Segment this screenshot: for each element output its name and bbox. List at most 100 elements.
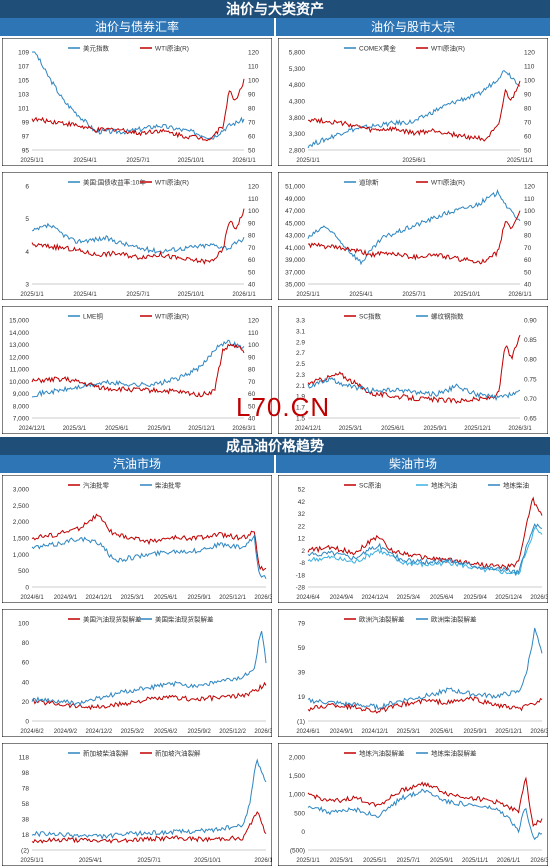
series-line bbox=[31, 339, 245, 398]
panel-title-equities-commodities: 油价与股市大宗 bbox=[276, 18, 550, 36]
y-tick-label: 10,000 bbox=[9, 379, 29, 386]
y-tick-label: 47,000 bbox=[285, 208, 305, 215]
chart-svg: 109 107 105 103 101 99 97 95 120 110 100 90 80 70 60 50… bbox=[2, 38, 272, 166]
legend-label: 欧洲汽油裂解差 bbox=[359, 615, 405, 624]
y-tick-label: 59 bbox=[298, 645, 306, 652]
x-tick-label: 2025/6/1 bbox=[154, 595, 178, 601]
y-tick-label: 18 bbox=[22, 832, 30, 839]
y-tick-label: 1.9 bbox=[296, 394, 305, 401]
y-tick-label: 3.1 bbox=[296, 328, 305, 335]
series-line bbox=[31, 222, 245, 254]
y2-tick-label: 70 bbox=[248, 120, 256, 127]
y2-tick-label: 70 bbox=[248, 379, 256, 386]
y-tick-label: 5,800 bbox=[289, 50, 306, 57]
y2-tick-label: 70 bbox=[524, 245, 532, 252]
y-tick-label: 4,300 bbox=[289, 99, 306, 106]
y-tick-label: 2,800 bbox=[289, 148, 306, 155]
y-tick-label: (2) bbox=[21, 848, 29, 855]
y2-tick-label: 40 bbox=[248, 282, 256, 289]
legend-label: WTI原油(R) bbox=[155, 312, 189, 321]
x-tick-label: 2025/9/1 bbox=[148, 426, 172, 432]
x-tick-label: 2025/9/1 bbox=[424, 426, 448, 432]
chart-svg: 52 42 32 22 12 2 -8 -18 -28 2024/6/4 2024/9/4 2024/… bbox=[278, 475, 548, 603]
y-tick-label: 7,000 bbox=[13, 416, 30, 423]
x-tick-label: 2025/1/1 bbox=[20, 292, 44, 298]
x-tick-label: 2024/9/1 bbox=[54, 595, 78, 601]
series-line bbox=[307, 334, 521, 404]
chart-copper-wti: 15,000 14,000 13,000 12,000 11,000 10,000 9,00… bbox=[2, 306, 272, 434]
x-tick-label: 2024/6/2 bbox=[20, 729, 44, 735]
series-line bbox=[31, 681, 267, 711]
x-tick-label: 2025/12/2 bbox=[219, 729, 246, 735]
y2-tick-label: 70 bbox=[524, 120, 532, 127]
y-tick-label: 105 bbox=[18, 78, 29, 85]
y-tick-label: 51,000 bbox=[285, 184, 305, 191]
y-tick-label: 60 bbox=[22, 660, 30, 667]
x-tick-label: 2025/12/4 bbox=[495, 595, 522, 601]
y2-tick-label: 0.65 bbox=[524, 416, 537, 423]
y-tick-label: 500 bbox=[18, 568, 29, 575]
x-tick-label: 2024/6/1 bbox=[20, 595, 44, 601]
series-line bbox=[31, 208, 245, 265]
x-tick-label: 2024/12/1 bbox=[362, 729, 389, 735]
legend-label: 新加坡汽油裂解 bbox=[155, 749, 201, 758]
x-tick-label: 2025/12/1 bbox=[464, 426, 491, 432]
y2-tick-label: 100 bbox=[248, 78, 259, 85]
y2-tick-label: 60 bbox=[524, 257, 532, 264]
y2-tick-label: 90 bbox=[248, 220, 256, 227]
chart-gold-wti: 5,800 5,300 4,800 4,300 3,800 3,300 2,800 120 11… bbox=[278, 38, 548, 166]
y2-tick-label: 100 bbox=[524, 78, 535, 85]
legend-label: SC指数 bbox=[359, 312, 382, 321]
y2-tick-label: 40 bbox=[248, 416, 256, 423]
y2-tick-label: 100 bbox=[524, 208, 535, 215]
y-tick-label: 19 bbox=[298, 694, 306, 701]
chart-sc-teapot: 52 42 32 22 12 2 -8 -18 -28 2024/6/4 2024/9/4 2024/… bbox=[278, 475, 548, 603]
x-tick-label: 2025/9/2 bbox=[187, 729, 211, 735]
legend-label: 道琼斯 bbox=[359, 178, 379, 187]
series-line bbox=[307, 70, 521, 149]
x-tick-label: 2025/1/1 bbox=[296, 292, 320, 298]
x-tick-label: 2026/3/1 bbox=[530, 858, 548, 864]
series-line bbox=[31, 811, 267, 844]
y-tick-label: 2,500 bbox=[13, 503, 30, 510]
y-tick-label: 2.5 bbox=[296, 361, 305, 368]
series-line bbox=[31, 78, 245, 142]
x-tick-label: 2025/9/1 bbox=[463, 729, 487, 735]
series-line bbox=[31, 343, 245, 398]
y-tick-label: 49,000 bbox=[285, 196, 305, 203]
x-tick-label: 2024/12/1 bbox=[19, 426, 46, 432]
x-tick-label: 2025/10/1 bbox=[194, 858, 221, 864]
y-tick-label: 3,000 bbox=[13, 487, 30, 494]
series-line bbox=[307, 695, 543, 714]
y-tick-label: 1,500 bbox=[289, 773, 306, 780]
series-line bbox=[307, 80, 521, 142]
chart-svg: 118 98 78 58 38 18 (2) 2025/1/1 2025/4/1 2025/7/1… bbox=[2, 743, 272, 866]
series-line bbox=[31, 513, 267, 572]
y2-tick-label: 110 bbox=[248, 64, 259, 71]
y2-tick-label: 0.85 bbox=[524, 337, 537, 344]
panel-title-diesel: 柴油市场 bbox=[276, 455, 550, 473]
x-tick-label: 2026/1/1 bbox=[497, 858, 521, 864]
x-tick-label: 2025/3/2 bbox=[121, 729, 145, 735]
y2-tick-label: 90 bbox=[524, 220, 532, 227]
y-tick-label: 2,000 bbox=[289, 755, 306, 762]
y-tick-label: (1) bbox=[297, 719, 305, 726]
series-line bbox=[31, 631, 267, 706]
legend-label: SC原油 bbox=[359, 481, 381, 490]
y-tick-label: 78 bbox=[22, 786, 30, 793]
legend-label: WTI原油(R) bbox=[155, 178, 189, 187]
y-tick-label: -28 bbox=[296, 585, 306, 592]
x-tick-label: 2025/7/1 bbox=[126, 158, 150, 164]
y-tick-label: 107 bbox=[18, 64, 29, 71]
y2-tick-label: 50 bbox=[248, 269, 256, 276]
x-tick-label: 2025/6/1 bbox=[430, 729, 454, 735]
y2-tick-label: 120 bbox=[248, 50, 259, 57]
chart-singapore-cracks: 118 98 78 58 38 18 (2) 2025/1/1 2025/4/1 2025/7/1… bbox=[2, 743, 272, 866]
y-tick-label: 40 bbox=[22, 679, 30, 686]
y-tick-label: 1.5 bbox=[296, 416, 305, 423]
x-tick-label: 2024/12/4 bbox=[362, 595, 389, 601]
y-tick-label: 5,300 bbox=[289, 66, 306, 73]
y2-tick-label: 0.75 bbox=[524, 376, 537, 383]
y-tick-label: 14,000 bbox=[9, 330, 29, 337]
y-tick-label: 118 bbox=[19, 755, 30, 762]
